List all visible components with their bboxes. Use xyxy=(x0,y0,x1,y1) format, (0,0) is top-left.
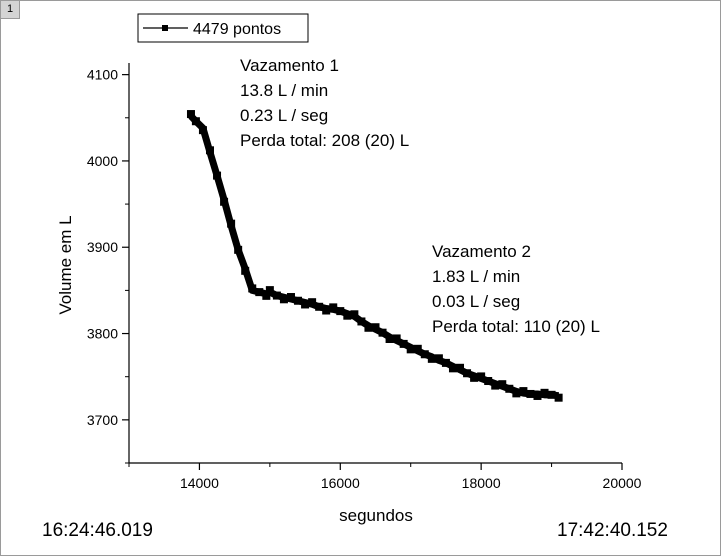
data-point xyxy=(186,110,195,119)
data-point xyxy=(198,126,207,135)
y-tick-label: 3900 xyxy=(87,239,118,255)
y-tick-label: 4000 xyxy=(87,153,118,169)
data-point xyxy=(470,373,479,382)
data-point xyxy=(463,369,472,378)
data-point xyxy=(191,117,200,126)
annotation-1-line-1: Vazamento 1 xyxy=(240,56,339,75)
data-point xyxy=(505,384,514,393)
x-tick-label: 18000 xyxy=(462,475,501,491)
end-timestamp: 17:42:40.152 xyxy=(557,520,668,541)
data-point xyxy=(399,339,408,348)
data-point xyxy=(279,295,288,304)
legend-entry: 4479 pontos xyxy=(193,21,281,38)
data-point xyxy=(533,391,542,400)
data-point xyxy=(294,296,303,305)
y-axis-label: Volume em L xyxy=(56,215,75,314)
data-point xyxy=(378,328,387,337)
data-point xyxy=(234,245,243,254)
data-point xyxy=(427,354,436,363)
x-axis-label: segundos xyxy=(339,506,413,525)
data-point xyxy=(301,300,310,309)
data-point xyxy=(357,317,366,326)
data-point xyxy=(241,266,250,275)
data-point xyxy=(420,350,429,359)
axes xyxy=(128,63,622,464)
data-point xyxy=(255,288,264,297)
x-tick-label: 14000 xyxy=(180,475,219,491)
data-point xyxy=(329,303,338,312)
data-point xyxy=(434,354,443,363)
data-point xyxy=(265,286,274,295)
annotation-vazamento-1: Vazamento 1 13.8 L / min 0.23 L / seg Pe… xyxy=(240,56,409,150)
annotation-2-line-1: Vazamento 2 xyxy=(432,242,531,261)
data-point xyxy=(336,307,345,316)
data-point xyxy=(498,380,507,389)
data-point xyxy=(547,390,556,399)
annotation-2-line-2: 1.83 L / min xyxy=(432,267,520,286)
y-tick-label: 4100 xyxy=(87,67,118,83)
annotation-2-line-3: 0.03 L / seg xyxy=(432,292,520,311)
data-point xyxy=(540,388,549,397)
annotation-2-line-4: Perda total: 110 (20) L xyxy=(432,317,600,336)
data-point xyxy=(519,387,528,396)
x-ticks: 14000 16000 18000 20000 xyxy=(128,463,642,491)
data-point xyxy=(477,372,486,381)
data-point xyxy=(286,293,295,302)
legend-marker xyxy=(162,25,168,31)
annotation-1-line-3: 0.23 L / seg xyxy=(240,106,328,125)
data-point xyxy=(448,364,457,373)
data-point xyxy=(413,344,422,353)
data-point xyxy=(392,334,401,343)
data-point xyxy=(248,284,257,293)
data-point xyxy=(371,323,380,332)
data-point xyxy=(406,345,415,354)
data-point xyxy=(526,389,535,398)
data-point xyxy=(262,291,271,300)
y-tick-label: 3800 xyxy=(87,326,118,342)
x-tick-label: 16000 xyxy=(321,475,360,491)
data-point xyxy=(554,393,563,402)
data-point xyxy=(491,381,500,390)
data-point xyxy=(272,291,281,300)
data-point xyxy=(385,334,394,343)
page-number-tab[interactable]: 1 xyxy=(1,1,20,19)
data-point xyxy=(205,146,214,155)
data-series xyxy=(186,110,563,402)
data-point xyxy=(322,306,331,315)
y-tick-label: 3700 xyxy=(87,412,118,428)
legend: 4479 pontos xyxy=(137,13,309,43)
data-point xyxy=(343,311,352,320)
data-point xyxy=(441,358,450,367)
data-point xyxy=(512,389,521,398)
data-point xyxy=(213,171,222,180)
annotation-1-line-4: Perda total: 208 (20) L xyxy=(240,131,409,150)
data-point xyxy=(456,363,465,372)
data-point xyxy=(315,302,324,311)
data-point xyxy=(364,323,373,332)
annotation-vazamento-2: Vazamento 2 1.83 L / min 0.03 L / seg Pe… xyxy=(432,242,600,336)
data-point xyxy=(484,377,493,386)
y-ticks: 3700 3800 3900 4000 4100 xyxy=(87,67,129,464)
data-point xyxy=(350,310,359,319)
data-point xyxy=(227,219,236,228)
x-tick-label: 20000 xyxy=(603,475,642,491)
data-point xyxy=(308,298,317,307)
data-point xyxy=(220,197,229,206)
start-timestamp: 16:24:46.019 xyxy=(42,520,153,541)
annotation-1-line-2: 13.8 L / min xyxy=(240,81,328,100)
